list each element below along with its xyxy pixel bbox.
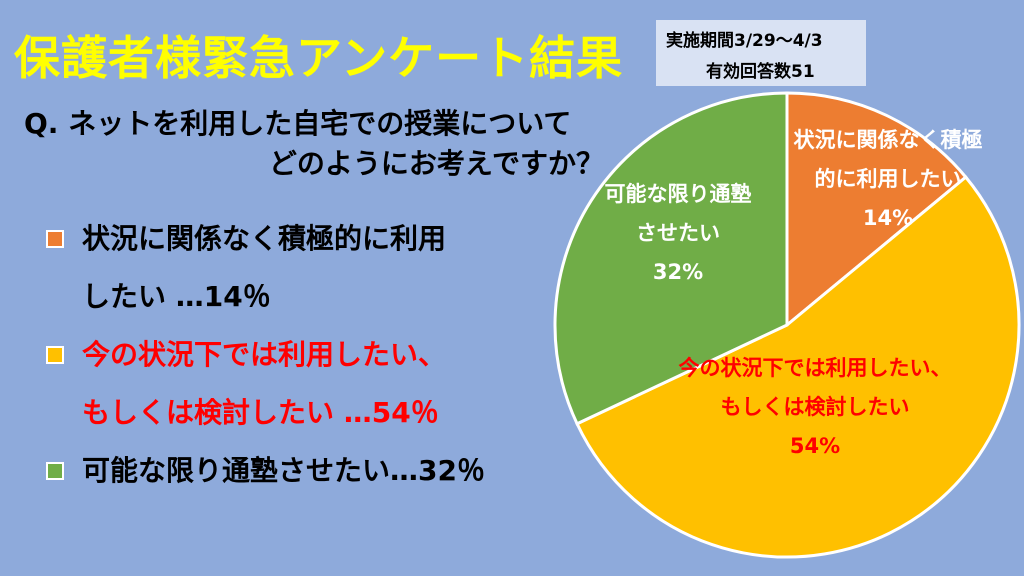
slice-value-label: 32%: [653, 260, 703, 284]
survey-response-count: 有効回答数51: [706, 62, 815, 82]
slice-category-label: 可能な限り通塾: [605, 182, 752, 206]
slice-value-label: 14%: [863, 206, 913, 230]
chart-legend: 状況に関係なく積極的に利用 したい …14％ 今の状況下では利用したい、 もしく…: [46, 210, 566, 500]
slice-category-label: させたい: [636, 221, 720, 245]
legend-item-consider-use: 今の状況下では利用したい、 もしくは検討したい …54％: [46, 326, 566, 442]
survey-info-box: 実施期間3/29～4/3 有効回答数51: [656, 20, 866, 86]
legend-text: したい …14％: [82, 280, 271, 313]
pie-slice-1: [785, 91, 968, 329]
legend-swatch-green: [46, 462, 64, 480]
legend-text: 可能な限り通塾させたい…32％: [82, 454, 485, 487]
slice-category-label: 的に利用したい: [815, 167, 962, 191]
survey-period: 実施期間3/29～4/3: [666, 31, 823, 51]
pie-slice-2: [575, 175, 1021, 559]
slice-value-label: 54%: [790, 434, 840, 458]
survey-question: Q. ネットを利用した自宅での授業について どのようにお考えですか？: [24, 104, 624, 184]
legend-item-active-use: 状況に関係なく積極的に利用 したい …14％: [46, 210, 566, 326]
legend-swatch-orange: [46, 230, 64, 248]
question-line-2: どのようにお考えですか？: [268, 147, 604, 180]
page-title: 保護者様緊急アンケート結果: [14, 31, 624, 85]
slice-category-label: もしくは検討したい: [721, 395, 910, 419]
slice-category-label: 状況に関係なく積極: [794, 128, 983, 152]
legend-swatch-yellow: [46, 346, 64, 364]
legend-text: 今の状況下では利用したい、: [82, 338, 447, 371]
pie-slice-3: [553, 91, 789, 426]
legend-text: 状況に関係なく積極的に利用: [82, 222, 447, 255]
question-line-1: Q. ネットを利用した自宅での授業について: [24, 107, 572, 140]
legend-text: もしくは検討したい …54％: [82, 396, 439, 429]
legend-item-attend-school: 可能な限り通塾させたい…32％: [46, 442, 566, 500]
slice-category-label: 今の状況下では利用したい、: [679, 356, 952, 380]
